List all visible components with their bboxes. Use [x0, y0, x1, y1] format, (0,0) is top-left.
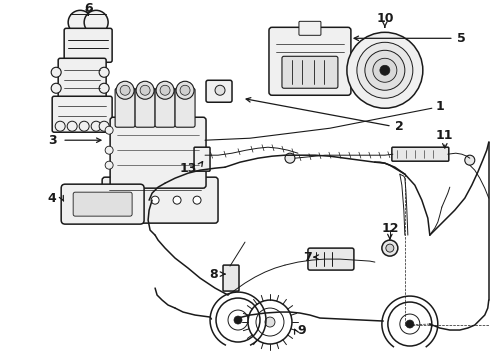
Circle shape	[120, 85, 130, 95]
Circle shape	[173, 196, 181, 204]
Circle shape	[234, 316, 242, 324]
FancyBboxPatch shape	[73, 192, 132, 216]
Text: 7: 7	[304, 251, 312, 264]
Text: 13: 13	[179, 162, 197, 175]
Circle shape	[99, 67, 109, 77]
Circle shape	[193, 196, 201, 204]
Circle shape	[67, 121, 77, 131]
Text: 11: 11	[436, 129, 454, 142]
Circle shape	[91, 121, 101, 131]
Circle shape	[215, 85, 225, 95]
Text: 2: 2	[395, 120, 404, 133]
Circle shape	[68, 10, 92, 34]
Circle shape	[79, 121, 89, 131]
FancyBboxPatch shape	[194, 147, 210, 171]
Circle shape	[156, 81, 174, 99]
Circle shape	[84, 10, 108, 34]
Circle shape	[357, 42, 413, 98]
Circle shape	[347, 32, 423, 108]
Circle shape	[116, 81, 134, 99]
Circle shape	[51, 83, 61, 93]
Circle shape	[109, 196, 117, 204]
Circle shape	[373, 58, 397, 82]
Circle shape	[406, 320, 414, 328]
FancyBboxPatch shape	[223, 265, 239, 291]
Circle shape	[382, 240, 398, 256]
Text: 4: 4	[48, 192, 56, 204]
FancyBboxPatch shape	[115, 88, 135, 127]
Circle shape	[176, 81, 194, 99]
Circle shape	[380, 65, 390, 75]
Circle shape	[180, 85, 190, 95]
FancyBboxPatch shape	[135, 88, 155, 127]
Circle shape	[105, 146, 113, 154]
Circle shape	[465, 155, 475, 165]
Text: 10: 10	[376, 12, 393, 25]
FancyBboxPatch shape	[61, 184, 144, 224]
FancyBboxPatch shape	[58, 58, 106, 100]
FancyBboxPatch shape	[392, 147, 449, 161]
FancyBboxPatch shape	[52, 96, 112, 132]
Circle shape	[365, 50, 405, 90]
Text: 12: 12	[381, 222, 398, 235]
Circle shape	[105, 126, 113, 134]
Text: 9: 9	[297, 324, 306, 337]
Circle shape	[136, 81, 154, 99]
FancyBboxPatch shape	[155, 88, 175, 127]
Text: 5: 5	[458, 32, 466, 45]
Circle shape	[129, 196, 137, 204]
Circle shape	[99, 121, 109, 131]
FancyBboxPatch shape	[269, 27, 351, 95]
FancyBboxPatch shape	[282, 56, 338, 88]
FancyBboxPatch shape	[308, 248, 354, 270]
Circle shape	[265, 317, 275, 327]
FancyBboxPatch shape	[206, 80, 232, 102]
FancyBboxPatch shape	[64, 28, 112, 62]
Text: 1: 1	[436, 100, 444, 113]
Circle shape	[386, 244, 394, 252]
Circle shape	[51, 67, 61, 77]
Circle shape	[140, 85, 150, 95]
FancyBboxPatch shape	[299, 21, 321, 35]
Circle shape	[99, 83, 109, 93]
Text: 3: 3	[48, 134, 56, 147]
Circle shape	[55, 121, 65, 131]
Circle shape	[105, 161, 113, 169]
Circle shape	[151, 196, 159, 204]
FancyBboxPatch shape	[175, 88, 195, 127]
FancyBboxPatch shape	[110, 117, 206, 188]
Circle shape	[285, 153, 295, 163]
Text: 6: 6	[84, 2, 93, 15]
Text: 8: 8	[210, 267, 219, 280]
Circle shape	[160, 85, 170, 95]
FancyBboxPatch shape	[102, 177, 218, 223]
